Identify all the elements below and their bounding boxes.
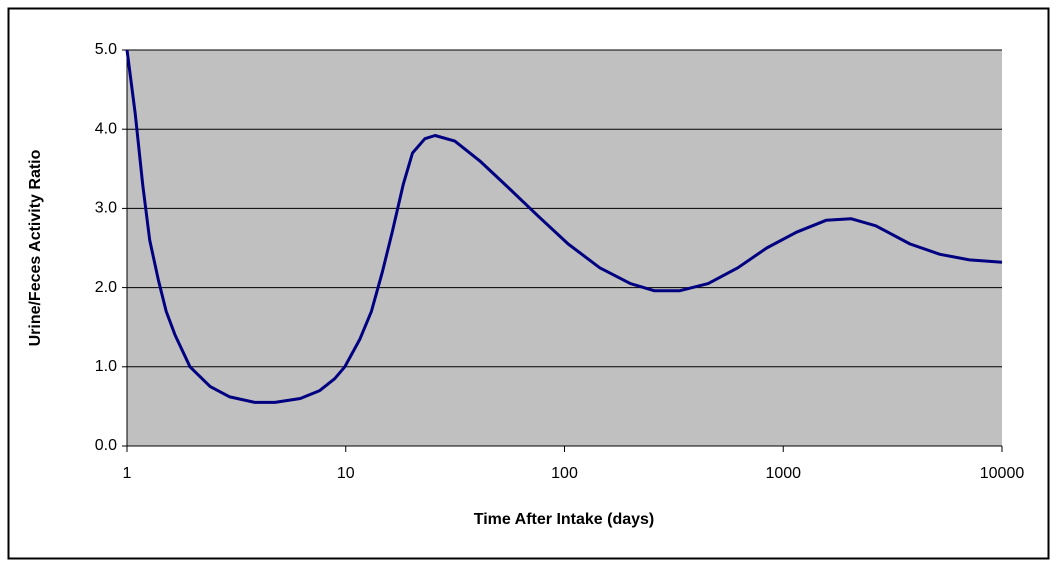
x-tick-label: 10: [337, 465, 355, 482]
x-tick-label: 10000: [980, 465, 1025, 482]
y-tick-label: 1.0: [95, 358, 117, 375]
y-tick-label: 4.0: [95, 120, 117, 137]
y-tick-label: 0.0: [95, 437, 117, 454]
x-tick-label: 100: [551, 465, 578, 482]
y-axis-title: Urine/Feces Activity Ratio: [27, 149, 44, 346]
data-line: [125, 49, 1003, 404]
x-tick-label: 1000: [765, 465, 801, 482]
y-tick-label: 5.0: [95, 41, 117, 58]
plot-area: [127, 50, 1002, 446]
x-axis-title: Time After Intake (days): [474, 511, 655, 528]
x-tick-label: 1: [123, 465, 132, 482]
y-tick-label: 3.0: [95, 200, 117, 217]
y-tick-label: 2.0: [95, 279, 117, 296]
